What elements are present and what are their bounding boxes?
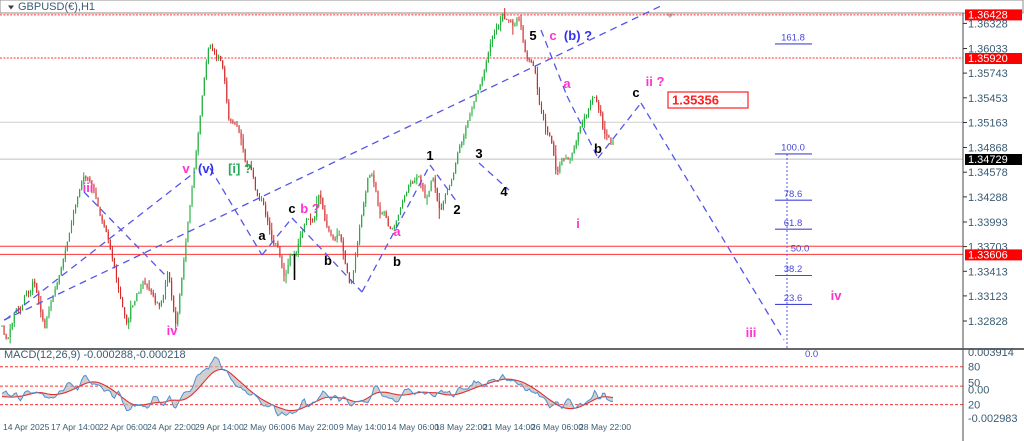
svg-text:1.36328: 1.36328 [968,18,1008,30]
svg-text:21 May 14:00: 21 May 14:00 [483,422,535,432]
svg-text:22 Apr 06:00: 22 Apr 06:00 [99,422,148,432]
svg-text:i: i [576,216,580,231]
svg-text:iii: iii [83,180,94,195]
svg-text:100.0: 100.0 [781,143,805,154]
svg-text:14 May 06:00: 14 May 06:00 [387,422,439,432]
svg-text:b: b [594,141,602,156]
svg-text:a: a [393,224,401,239]
svg-text:5: 5 [529,28,536,43]
svg-text:1.34868: 1.34868 [968,143,1008,155]
svg-text:23.6: 23.6 [784,293,803,304]
svg-text:1.33413: 1.33413 [968,266,1008,278]
svg-text:38.2: 38.2 [784,264,803,275]
svg-text:1.34288: 1.34288 [968,192,1008,204]
svg-text:14 Apr 2025: 14 Apr 2025 [3,422,50,432]
svg-text:1.33123: 1.33123 [968,291,1008,303]
svg-text:1.35743: 1.35743 [968,68,1008,80]
svg-text:iii: iii [746,325,757,340]
svg-text:29 Apr 14:00: 29 Apr 14:00 [195,422,244,432]
svg-text:20: 20 [968,400,980,412]
svg-text:18 May 22:00: 18 May 22:00 [435,422,487,432]
svg-text:1.35920: 1.35920 [968,53,1008,65]
svg-text:MACD(12,26,9) -0.000288,-0.000: MACD(12,26,9) -0.000288,-0.000218 [4,349,186,361]
svg-text:24 Apr 22:00: 24 Apr 22:00 [147,422,196,432]
svg-text:0.00: 0.00 [968,385,989,397]
svg-text:161.8: 161.8 [781,33,805,44]
svg-text:61.8: 61.8 [784,218,803,229]
svg-text:50.0: 50.0 [791,243,810,254]
svg-text:0.0: 0.0 [805,349,818,360]
svg-text:1.35453: 1.35453 [968,93,1008,105]
svg-text:a: a [563,76,571,91]
svg-text:1.32828: 1.32828 [968,316,1008,328]
svg-text:1.34729: 1.34729 [968,154,1008,166]
svg-text:9 May 14:00: 9 May 14:00 [339,422,387,432]
svg-text:(b) ?: (b) ? [564,28,592,43]
svg-text:1.33606: 1.33606 [968,249,1008,261]
svg-text:3: 3 [475,146,482,161]
svg-text:iv: iv [831,288,843,303]
svg-text:2: 2 [453,202,460,217]
svg-text:(v): (v) [198,161,214,176]
svg-text:[i] ?: [i] ? [228,161,252,176]
svg-text:c: c [288,201,295,216]
svg-text:c: c [632,85,639,100]
svg-text:6 May 22:00: 6 May 22:00 [291,422,339,432]
svg-text:28 May 22:00: 28 May 22:00 [579,422,631,432]
svg-text:1: 1 [426,148,433,163]
svg-text:GBPUSD(€),H1: GBPUSD(€),H1 [18,1,95,13]
svg-text:17 Apr 14:00: 17 Apr 14:00 [51,422,100,432]
svg-text:1.33993: 1.33993 [968,217,1008,229]
svg-text:1.35163: 1.35163 [968,118,1008,130]
svg-text:iv: iv [167,323,179,338]
svg-text:1.34578: 1.34578 [968,167,1008,179]
svg-text:b ?: b ? [300,201,320,216]
svg-text:4: 4 [500,184,508,199]
svg-text:c: c [549,28,556,43]
svg-text:1.35356: 1.35356 [672,93,719,108]
svg-text:26 May 06:00: 26 May 06:00 [531,422,583,432]
svg-text:ii ?: ii ? [646,74,665,89]
svg-text:b: b [393,254,401,269]
svg-text:78.6: 78.6 [784,189,803,200]
svg-text:v: v [182,161,190,176]
svg-text:-0.002983: -0.002983 [968,413,1018,425]
svg-text:80: 80 [968,362,980,374]
svg-text:2 May 06:00: 2 May 06:00 [243,422,291,432]
svg-text:a: a [258,228,266,243]
svg-text:b: b [324,253,332,268]
svg-text:0.003914: 0.003914 [968,347,1014,359]
